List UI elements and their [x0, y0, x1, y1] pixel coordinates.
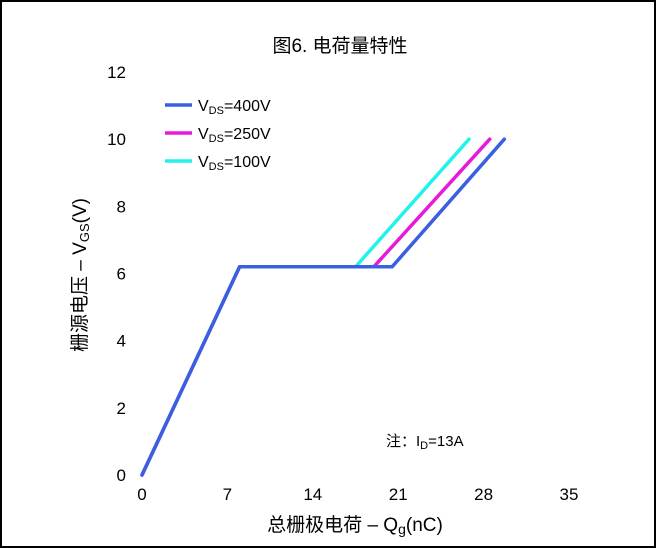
x-tick-label: 7	[223, 485, 232, 504]
legend-label: VDS=100V	[198, 154, 271, 173]
legend: VDS=400V VDS=250V VDS=100V	[165, 98, 271, 173]
x-axis-label: 总栅极电荷 – Qg(nC)	[267, 514, 443, 537]
y-tick-label: 8	[117, 197, 126, 216]
y-tick-label: 12	[107, 63, 126, 82]
x-tick-label: 28	[474, 485, 493, 504]
x-tick-label: 14	[303, 485, 322, 504]
legend-label: VDS=250V	[198, 126, 271, 145]
y-tick-label: 10	[107, 130, 126, 149]
x-tick-label: 21	[389, 485, 408, 504]
series-lines	[140, 137, 507, 477]
annotation: 注：ID=13A	[386, 433, 464, 452]
x-tick-label: 35	[560, 485, 579, 504]
chart-title: 图6. 电荷量特性	[272, 35, 407, 57]
y-tick-label: 6	[117, 265, 126, 284]
y-axis-label: 栅源电压 – VGS(V)	[69, 198, 92, 352]
axis-ticks: 0 7 14 21 28 35 0 2 4 6 8 10 12	[107, 63, 578, 504]
y-tick-label: 4	[117, 332, 126, 351]
y-tick-label: 2	[117, 399, 126, 418]
series-line	[140, 137, 507, 477]
x-tick-label: 0	[137, 485, 146, 504]
legend-label: VDS=400V	[198, 98, 271, 117]
y-tick-label: 0	[117, 466, 126, 485]
